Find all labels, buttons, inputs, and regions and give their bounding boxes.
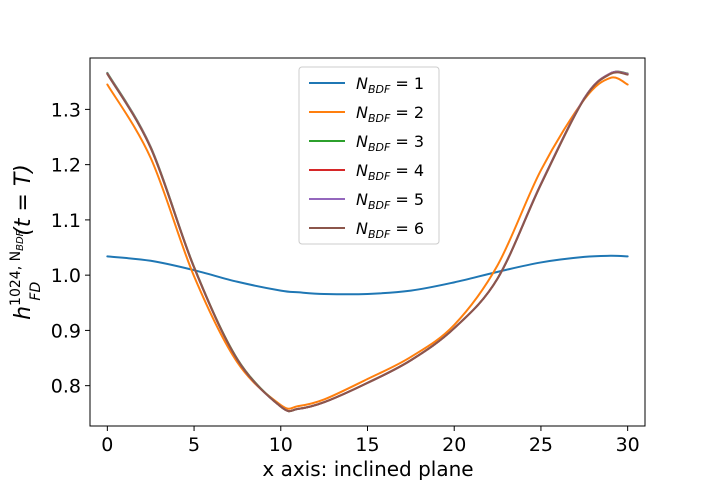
legend-label-2: NBDF = 2	[356, 103, 424, 125]
x-tick-label: 20	[442, 434, 466, 456]
y-tick-label: 0.8	[51, 376, 81, 398]
y-tick-label: 1.3	[51, 99, 81, 121]
legend-label-eq: =	[390, 161, 414, 180]
x-tick-label: 10	[269, 434, 293, 456]
legend-label-main: N	[356, 103, 368, 122]
legend-label-value: 3	[414, 132, 424, 151]
y-axis-label: h1024, NBDF FD (t = T)	[8, 164, 44, 320]
legend-label-main: N	[356, 190, 368, 209]
legend-label-eq: =	[390, 190, 414, 209]
legend-label-5: NBDF = 5	[356, 190, 424, 212]
legend-label-sub: BDF	[368, 199, 391, 212]
y-axis-ticks: 0.8 0.9 1.0 1.1 1.2 1.3	[51, 99, 90, 398]
legend-label-value: 1	[414, 74, 424, 93]
x-axis-label: x axis: inclined plane	[262, 457, 473, 480]
y-tick-label: 0.9	[51, 320, 81, 342]
legend-label-value: 6	[414, 219, 424, 238]
legend-label-main: N	[356, 161, 368, 180]
legend-label-sub: BDF	[368, 83, 391, 96]
x-tick-label: 15	[355, 434, 379, 456]
legend-label-value: 2	[414, 103, 424, 122]
y-tick-label: 1.0	[51, 265, 81, 287]
legend-label-main: N	[356, 132, 368, 151]
x-axis-ticks: 0 5 10 15 20 25 30	[101, 426, 640, 456]
legend-label-eq: =	[390, 219, 414, 238]
legend-label-sub: BDF	[368, 141, 391, 154]
legend-label-4: NBDF = 4	[356, 161, 424, 183]
y-axis-label-sup-sub: BDF	[15, 230, 26, 251]
legend-label-main: N	[356, 74, 368, 93]
series-line-6	[106, 71, 629, 413]
y-tick-label: 1.1	[51, 210, 81, 232]
y-tick-label: 1.2	[51, 155, 81, 177]
legend-label-main: N	[356, 219, 368, 238]
legend-label-3: NBDF = 3	[356, 132, 424, 154]
legend-label-sub: BDF	[368, 112, 391, 125]
y-axis-label-tail: (t = T)	[11, 164, 36, 236]
series-lines	[106, 70, 629, 413]
series-line-1	[106, 254, 629, 296]
legend-label-value: 5	[414, 190, 424, 209]
y-axis-label-main: h	[11, 306, 36, 320]
y-axis-label-sub: FD	[28, 282, 44, 301]
x-tick-label: 25	[529, 434, 553, 456]
y-axis-label-sup: 1024, N	[8, 251, 24, 306]
legend-label-sub: BDF	[368, 228, 391, 241]
legend-label-value: 4	[414, 161, 424, 180]
series-line-2	[106, 76, 629, 410]
legend-label-eq: =	[390, 74, 414, 93]
legend-label-1: NBDF = 1	[356, 74, 424, 96]
legend-label-eq: =	[390, 132, 414, 151]
x-tick-label: 30	[616, 434, 640, 456]
legend-label-6: NBDF = 6	[356, 219, 424, 241]
x-tick-label: 0	[101, 434, 113, 456]
legend-label-sub: BDF	[368, 170, 391, 183]
legend-label-eq: =	[390, 103, 414, 122]
x-tick-label: 5	[188, 434, 200, 456]
